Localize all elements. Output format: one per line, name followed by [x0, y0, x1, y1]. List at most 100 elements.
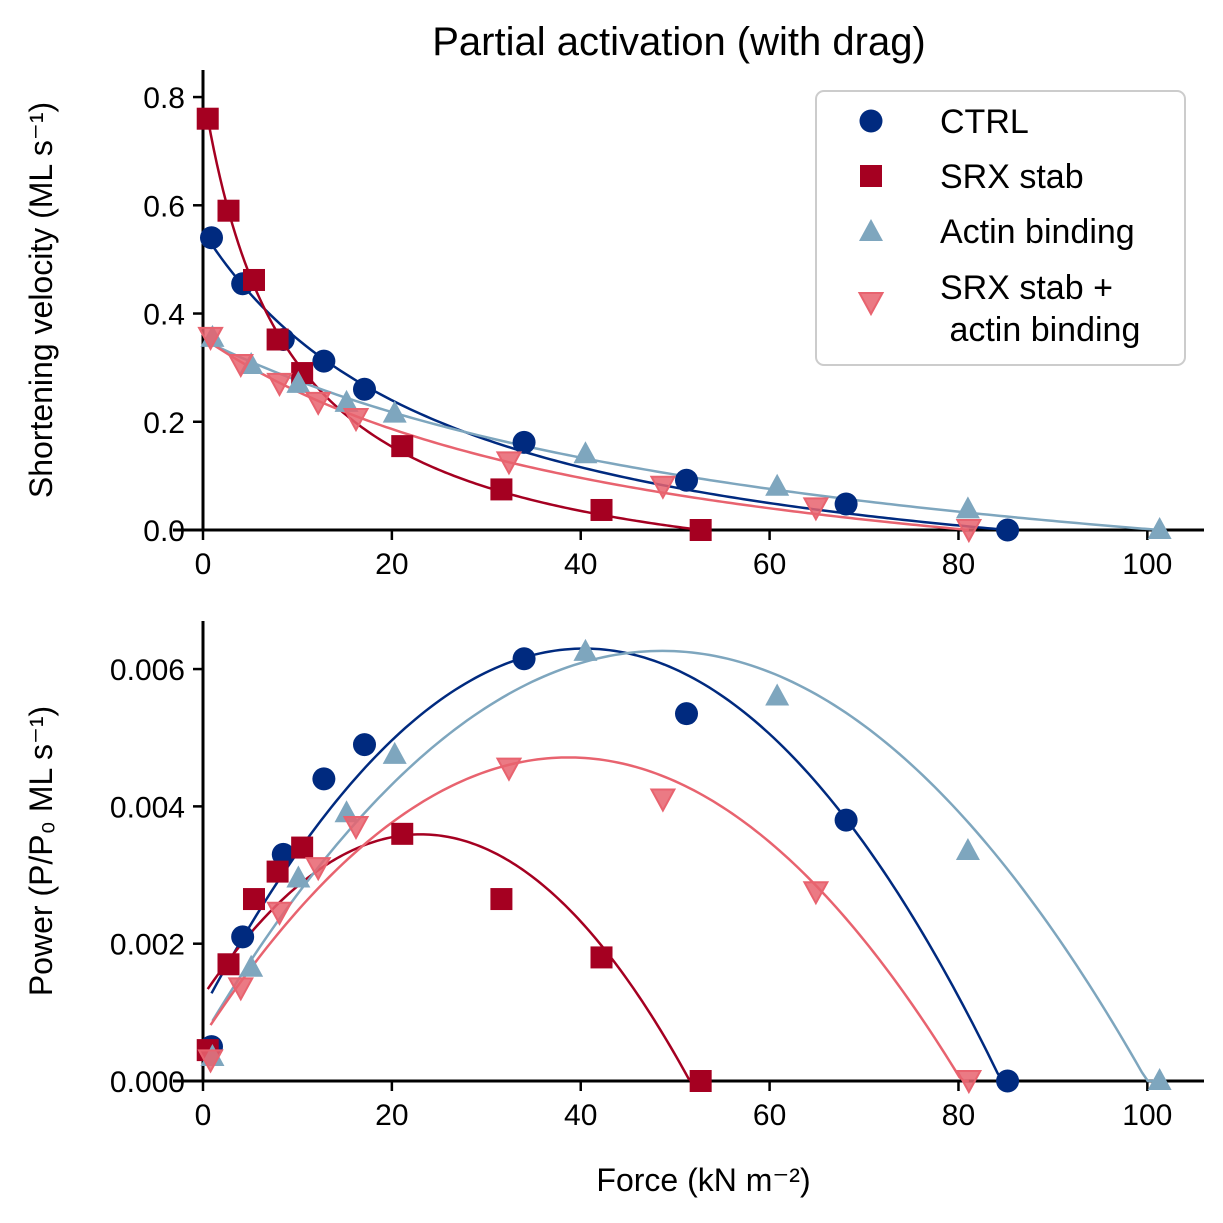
ctrl-data-point	[352, 733, 376, 757]
srx-data-point	[266, 860, 289, 883]
both-data-point	[495, 451, 523, 476]
y-tick-label: 0.8	[143, 82, 185, 115]
ctrl-data-point	[512, 430, 536, 454]
actin-data-point	[239, 954, 264, 977]
legend-frame	[815, 90, 1186, 366]
legend-marker-ctrl	[859, 109, 883, 133]
actin-data-point	[382, 741, 407, 764]
y-tick-label: 0.006	[110, 654, 185, 687]
power-y-axis-label: Power (P/P₀ ML s⁻¹)	[23, 706, 59, 996]
srx-data-point	[242, 888, 265, 911]
ctrl-fit-curve	[210, 647, 1008, 1083]
ctrl-data-point	[996, 518, 1020, 542]
both-data-point	[802, 881, 830, 906]
x-tick-label: 100	[1122, 1099, 1172, 1132]
y-tick-label: 0.002	[110, 929, 185, 962]
x-tick-label: 20	[375, 1099, 408, 1132]
legend-marker-both	[857, 292, 885, 317]
y-tick-label: 0.6	[143, 190, 185, 223]
ctrl-data-point	[231, 925, 255, 949]
both-data-point	[495, 757, 523, 782]
velocity-y-axis-label: Shortening velocity (ML s⁻¹)	[23, 102, 59, 498]
actin-fit-curve	[211, 343, 1160, 532]
ctrl-data-point	[312, 349, 336, 373]
both-data-point	[955, 1070, 983, 1095]
srx-data-point	[391, 435, 414, 458]
actin-data-point	[1147, 517, 1172, 539]
both-data-point	[955, 519, 983, 544]
both-data-point	[649, 788, 677, 813]
srx-data-point	[217, 199, 240, 222]
ctrl-data-point	[199, 226, 223, 250]
actin-fit-curve	[211, 649, 1160, 1083]
x-tick-label: 40	[564, 548, 597, 581]
x-tick-label: 80	[942, 1099, 975, 1132]
legend-marker-srx	[860, 165, 882, 187]
legend: CTRL SRX stab Actin binding SRX stab + acti…	[815, 90, 1186, 366]
x-tick-label: 60	[753, 548, 786, 581]
srx-fit-curve	[206, 833, 701, 1083]
legend-label-actin: Actin binding	[940, 213, 1135, 251]
srx-data-point	[590, 498, 613, 521]
y-tick-label: 0.004	[110, 791, 185, 824]
legend-label-srx: SRX stab	[940, 158, 1084, 196]
both-data-point	[227, 353, 254, 379]
both-data-point	[342, 408, 370, 433]
srx-fit-curve	[206, 117, 701, 532]
actin-data-point	[286, 865, 311, 888]
legend-marker-actin	[859, 219, 883, 241]
ctrl-fit-curve	[210, 243, 1008, 532]
legend-label-line: SRX stab +	[940, 269, 1113, 307]
x-tick-label: 40	[564, 1099, 597, 1132]
both-data-point	[197, 1049, 224, 1074]
both-data-point	[266, 901, 293, 926]
both-data-point	[649, 475, 677, 500]
srx-data-point	[266, 328, 289, 351]
both-data-point	[802, 497, 830, 522]
ctrl-data-point	[352, 377, 376, 401]
srx-data-point	[391, 822, 414, 845]
srx-data-point	[242, 268, 265, 291]
actin-data-point	[765, 683, 790, 706]
actin-data-point	[382, 400, 407, 423]
ctrl-data-point	[675, 702, 699, 726]
srx-data-point	[490, 888, 513, 911]
both-data-point	[197, 326, 224, 351]
actin-data-point	[955, 838, 980, 860]
y-tick-label: 0.2	[143, 407, 185, 440]
both-fit-curve	[209, 756, 969, 1083]
actin-data-point	[573, 638, 598, 661]
x-tick-label: 60	[753, 1099, 786, 1132]
y-tick-label: 0.4	[143, 299, 185, 332]
actin-data-point	[1147, 1068, 1172, 1090]
actin-data-point	[765, 473, 790, 496]
ctrl-data-point	[834, 492, 858, 516]
srx-data-point	[689, 1070, 712, 1092]
both-data-point	[305, 391, 332, 416]
legend-label-ctrl: CTRL	[940, 103, 1029, 141]
ctrl-data-point	[834, 808, 858, 832]
srx-data-point	[689, 519, 712, 541]
both-data-point	[342, 815, 370, 841]
both-data-point	[227, 977, 254, 1002]
actin-data-point	[573, 441, 598, 464]
chart-title: Partial activation (with drag)	[432, 20, 926, 64]
legend-label-line: actin binding	[940, 311, 1140, 349]
srx-data-point	[590, 946, 613, 969]
ctrl-data-point	[675, 468, 699, 492]
srx-data-point	[291, 836, 314, 859]
both-data-point	[266, 372, 293, 397]
actin-data-point	[286, 370, 311, 393]
power-x-axis-label: Force (kN m⁻²)	[596, 1162, 810, 1198]
ctrl-data-point	[996, 1069, 1020, 1093]
both-data-point	[305, 857, 332, 882]
srx-data-point	[490, 478, 513, 501]
actin-data-point	[334, 389, 359, 412]
velocity-panel: 0 20 40 60 80 100 0.0 0.2 0.4 0.6 0.8 Shortening ve…	[23, 70, 1204, 581]
srx-data-point	[217, 953, 240, 976]
srx-data-point	[196, 107, 219, 130]
ctrl-data-point	[271, 842, 295, 866]
y-tick-label: 0.0	[143, 515, 185, 548]
actin-data-point	[955, 496, 980, 519]
